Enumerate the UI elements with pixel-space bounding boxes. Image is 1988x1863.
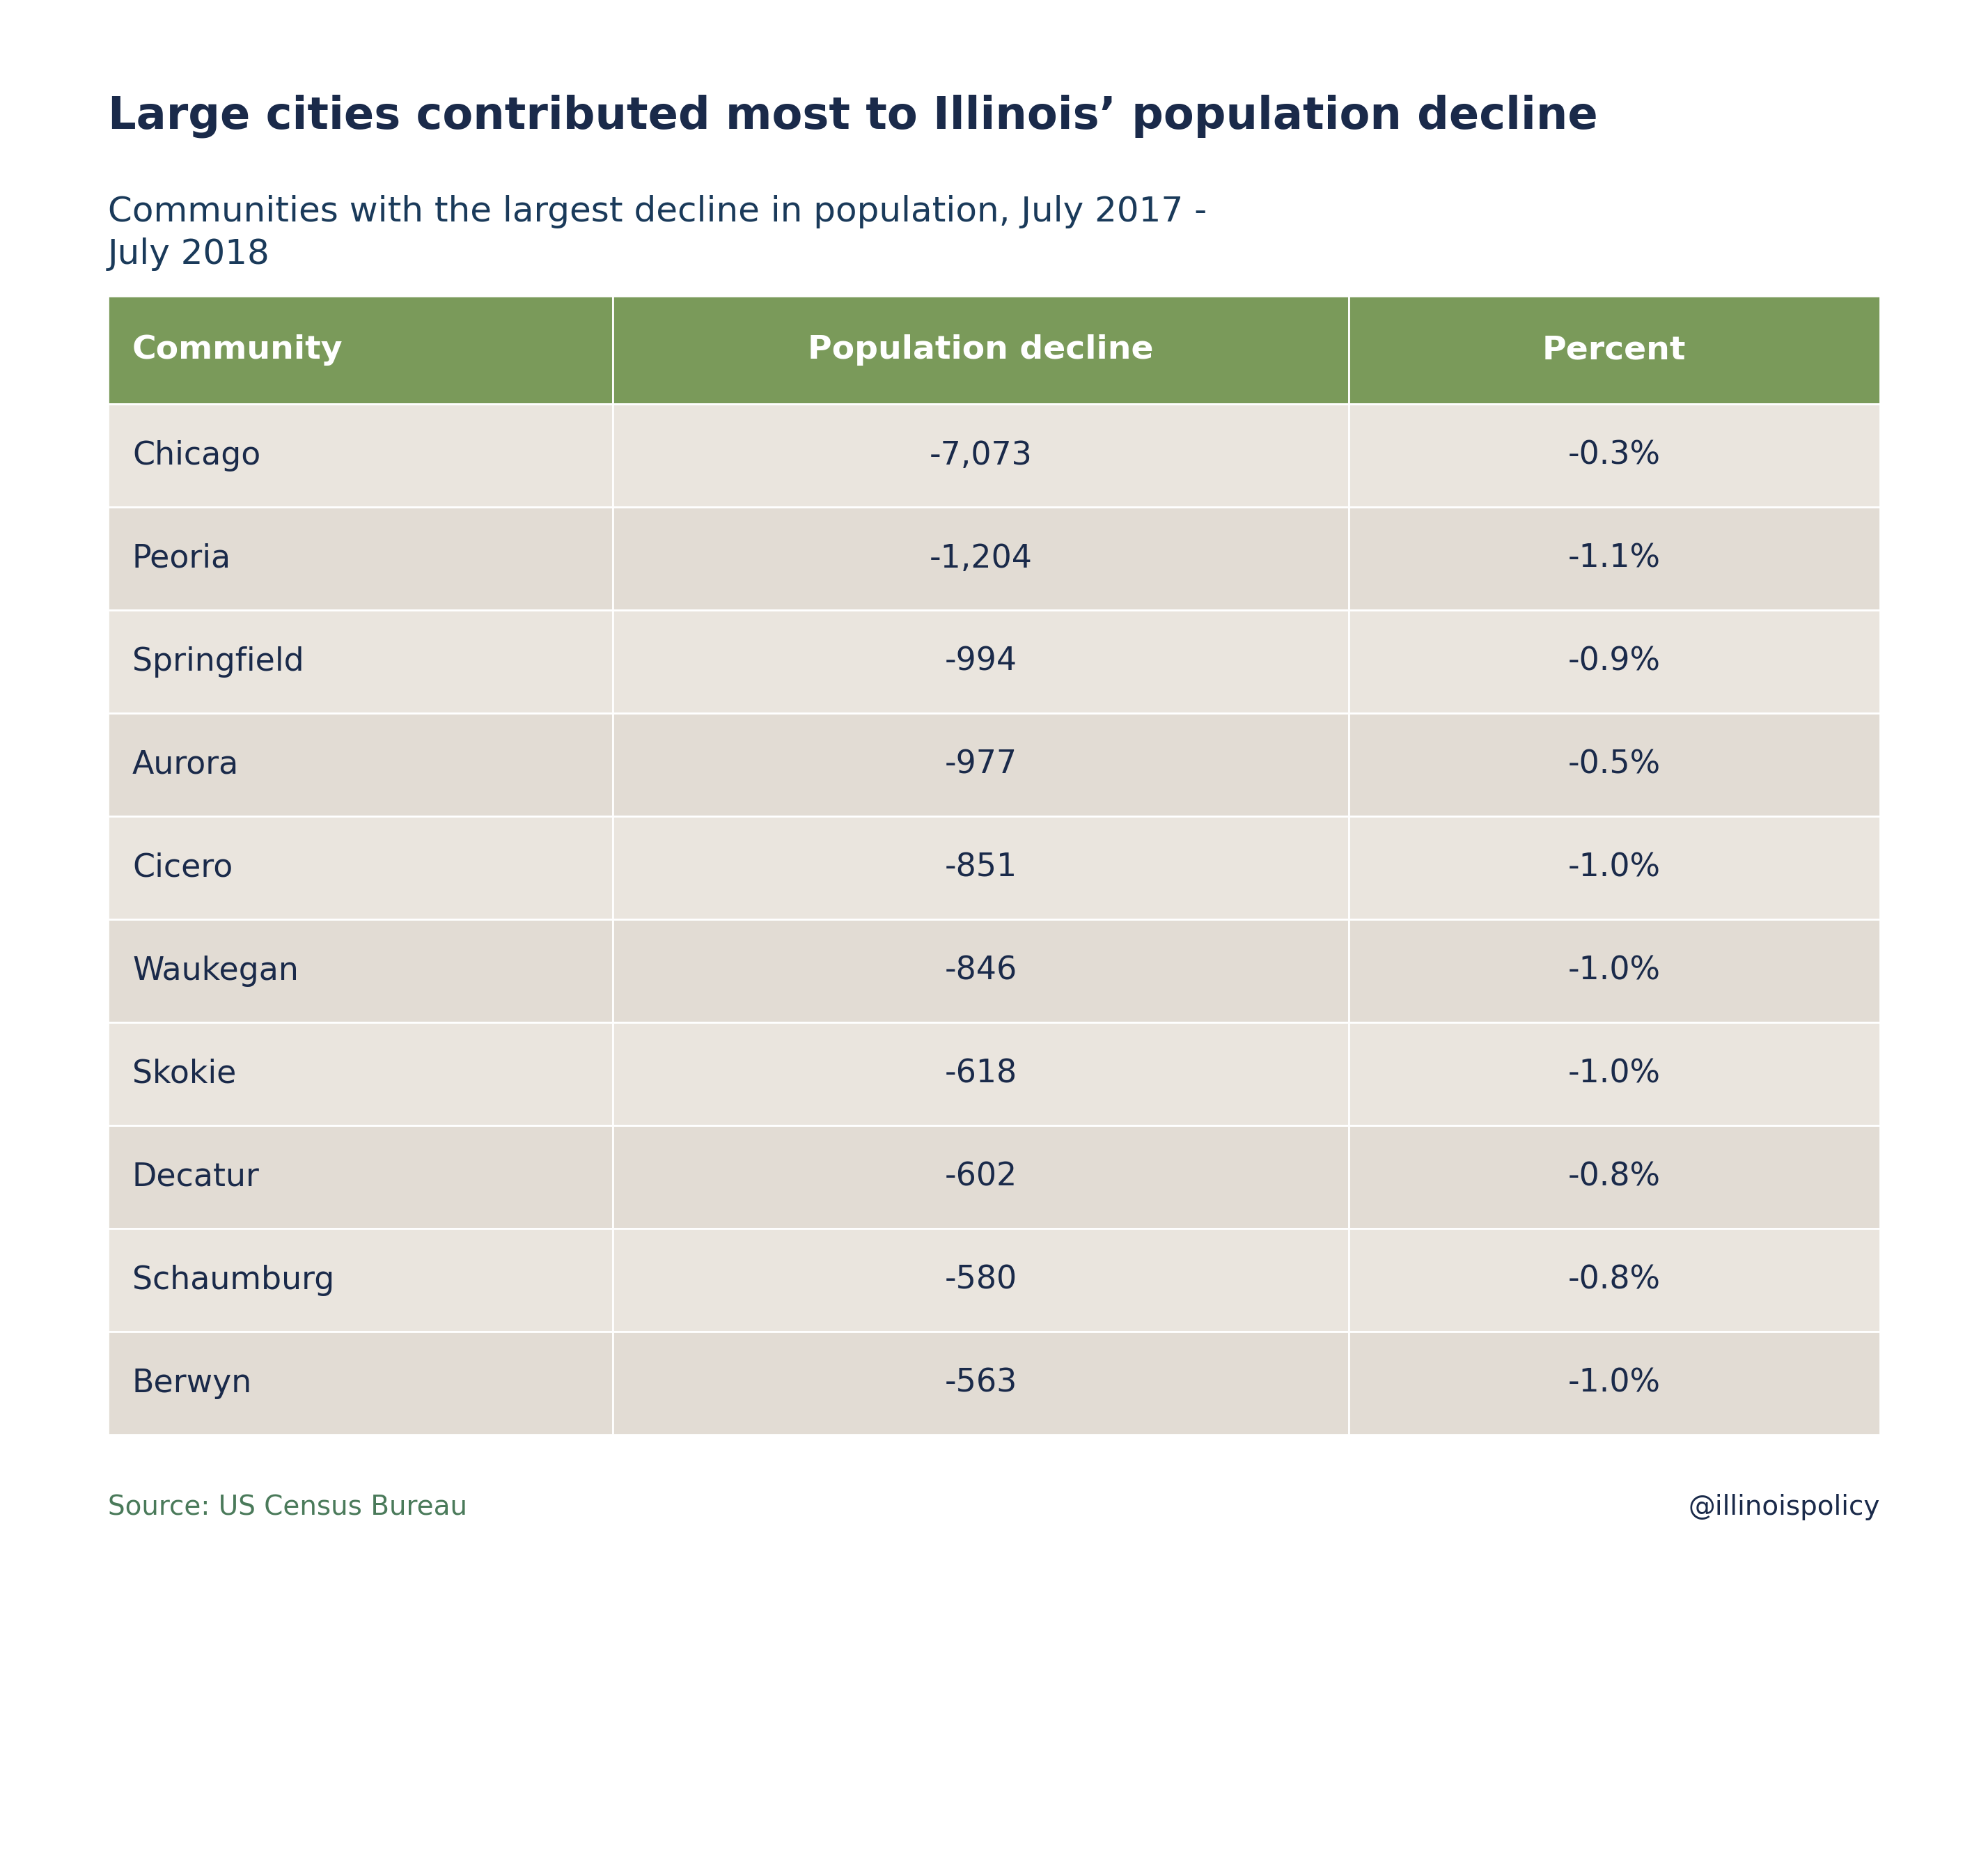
FancyBboxPatch shape xyxy=(612,816,1348,918)
FancyBboxPatch shape xyxy=(107,918,612,1023)
Text: @illinoispolicy: @illinoispolicy xyxy=(1688,1494,1881,1520)
FancyBboxPatch shape xyxy=(107,507,612,609)
Text: -580: -580 xyxy=(944,1265,1018,1297)
FancyBboxPatch shape xyxy=(1348,816,1881,918)
FancyBboxPatch shape xyxy=(612,296,1348,404)
Text: -0.8%: -0.8% xyxy=(1569,1161,1660,1192)
FancyBboxPatch shape xyxy=(107,609,612,714)
FancyBboxPatch shape xyxy=(107,296,612,404)
Text: Large cities contributed most to Illinois’ population decline: Large cities contributed most to Illinoi… xyxy=(107,93,1598,138)
Text: -846: -846 xyxy=(944,956,1018,987)
Text: -563: -563 xyxy=(944,1367,1018,1399)
FancyBboxPatch shape xyxy=(612,609,1348,714)
FancyBboxPatch shape xyxy=(1348,714,1881,816)
Text: Springfield: Springfield xyxy=(133,646,304,678)
FancyBboxPatch shape xyxy=(107,404,612,507)
Text: -0.9%: -0.9% xyxy=(1569,646,1660,678)
Text: Percent: Percent xyxy=(1543,333,1686,365)
Text: Chicago: Chicago xyxy=(133,440,260,471)
Text: -1.0%: -1.0% xyxy=(1569,1367,1660,1399)
FancyBboxPatch shape xyxy=(1348,296,1881,404)
Text: -994: -994 xyxy=(944,646,1018,678)
FancyBboxPatch shape xyxy=(612,404,1348,507)
FancyBboxPatch shape xyxy=(107,816,612,918)
FancyBboxPatch shape xyxy=(107,1228,612,1332)
FancyBboxPatch shape xyxy=(1348,404,1881,507)
Text: -0.5%: -0.5% xyxy=(1569,749,1660,781)
Text: Berwyn: Berwyn xyxy=(133,1367,252,1399)
FancyBboxPatch shape xyxy=(1348,1228,1881,1332)
Text: Community: Community xyxy=(133,333,344,365)
FancyBboxPatch shape xyxy=(107,1332,612,1435)
FancyBboxPatch shape xyxy=(612,714,1348,816)
Text: -1.0%: -1.0% xyxy=(1569,956,1660,987)
FancyBboxPatch shape xyxy=(612,1023,1348,1125)
FancyBboxPatch shape xyxy=(612,1125,1348,1228)
FancyBboxPatch shape xyxy=(107,714,612,816)
FancyBboxPatch shape xyxy=(1348,918,1881,1023)
Text: -1.0%: -1.0% xyxy=(1569,1058,1660,1090)
Text: Communities with the largest decline in population, July 2017 -
July 2018: Communities with the largest decline in … xyxy=(107,196,1207,272)
FancyBboxPatch shape xyxy=(1348,1332,1881,1435)
Text: -618: -618 xyxy=(944,1058,1018,1090)
FancyBboxPatch shape xyxy=(1348,1125,1881,1228)
Text: -1.1%: -1.1% xyxy=(1569,542,1660,574)
Text: -851: -851 xyxy=(944,851,1018,883)
Text: -0.8%: -0.8% xyxy=(1569,1265,1660,1297)
FancyBboxPatch shape xyxy=(612,507,1348,609)
Text: -602: -602 xyxy=(944,1161,1018,1192)
FancyBboxPatch shape xyxy=(1348,507,1881,609)
FancyBboxPatch shape xyxy=(107,1023,612,1125)
FancyBboxPatch shape xyxy=(612,918,1348,1023)
Text: Waukegan: Waukegan xyxy=(133,956,298,987)
FancyBboxPatch shape xyxy=(1348,609,1881,714)
FancyBboxPatch shape xyxy=(107,1125,612,1228)
FancyBboxPatch shape xyxy=(612,1228,1348,1332)
Text: Cicero: Cicero xyxy=(133,851,233,883)
Text: Peoria: Peoria xyxy=(133,542,231,574)
Text: Source: US Census Bureau: Source: US Census Bureau xyxy=(107,1494,467,1520)
Text: -0.3%: -0.3% xyxy=(1569,440,1660,471)
Text: Aurora: Aurora xyxy=(133,749,239,781)
FancyBboxPatch shape xyxy=(612,1332,1348,1435)
Text: Skokie: Skokie xyxy=(133,1058,237,1090)
Text: -1.0%: -1.0% xyxy=(1569,851,1660,883)
FancyBboxPatch shape xyxy=(1348,1023,1881,1125)
Text: -977: -977 xyxy=(944,749,1018,781)
Text: -7,073: -7,073 xyxy=(928,440,1032,471)
Text: Decatur: Decatur xyxy=(133,1161,260,1192)
Text: -1,204: -1,204 xyxy=(928,542,1032,574)
Text: Schaumburg: Schaumburg xyxy=(133,1265,334,1297)
Text: Population decline: Population decline xyxy=(807,333,1153,365)
